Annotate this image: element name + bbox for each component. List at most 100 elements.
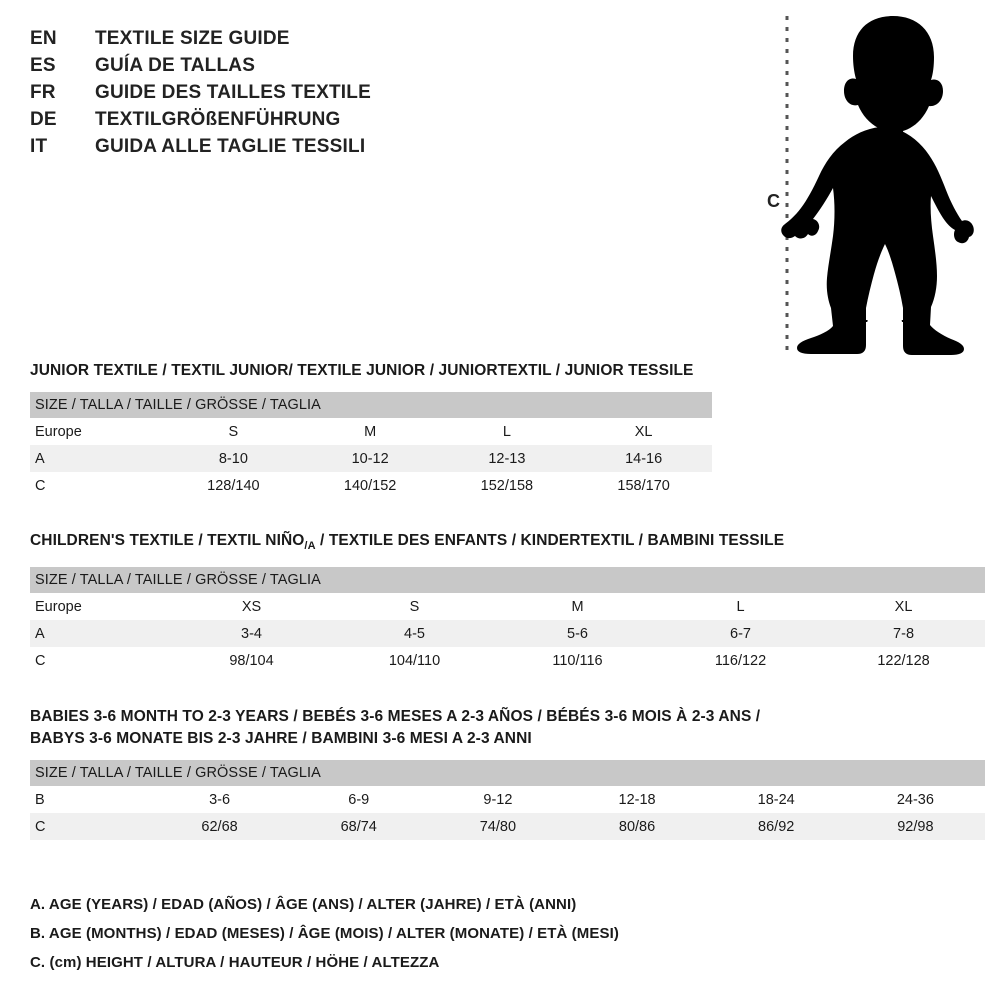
table-cell: 3-4 <box>170 620 333 647</box>
table-cell: 116/122 <box>659 647 822 674</box>
language-title: GUÍA DE TALLAS <box>95 55 256 76</box>
table-cell: 80/86 <box>567 813 707 840</box>
table-cell: 12-18 <box>567 786 707 813</box>
language-title: TEXTILE SIZE GUIDE <box>95 28 290 49</box>
table-cell: L <box>659 593 822 620</box>
table-cell: L <box>438 418 576 445</box>
babies-size-table: SIZE / TALLA / TAILLE / GRÖSSE / TAGLIA B… <box>30 760 985 840</box>
language-title: GUIDA ALLE TAGLIE TESSILI <box>95 136 366 157</box>
table-cell: 98/104 <box>170 647 333 674</box>
table-row: A 3-4 4-5 5-6 6-7 7-8 <box>30 620 986 647</box>
table-cell: 62/68 <box>150 813 290 840</box>
table-cell: 104/110 <box>333 647 496 674</box>
junior-table-body: SIZE / TALLA / TAILLE / GRÖSSE / TAGLIA E… <box>30 392 713 499</box>
children-row-label: C <box>30 647 170 674</box>
language-row-es: ES GUÍA DE TALLAS <box>30 55 450 82</box>
table-cell: M <box>301 418 439 445</box>
height-measure-label: C <box>767 191 780 211</box>
table-row: Europe S M L XL <box>30 418 713 445</box>
table-cell: S <box>333 593 496 620</box>
language-code: FR <box>30 82 56 103</box>
babies-row-label: C <box>30 813 150 840</box>
table-cell: XS <box>170 593 333 620</box>
table-cell: 8-10 <box>165 445 302 472</box>
section-babies-title-line2: BABYS 3-6 MONATE BIS 2-3 JAHRE / BAMBINI… <box>30 730 532 747</box>
language-code: ES <box>30 55 56 76</box>
junior-band-header-label: SIZE / TALLA / TAILLE / GRÖSSE / TAGLIA <box>30 392 713 418</box>
section-babies-title-line1: BABIES 3-6 MONTH TO 2-3 YEARS / BEBÉS 3-… <box>30 708 761 725</box>
section-children-title-pre: CHILDREN'S TEXTILE / TEXTIL NIÑO <box>30 532 305 549</box>
table-cell: 140/152 <box>301 472 439 499</box>
babies-row-label: B <box>30 786 150 813</box>
table-cell: 3-6 <box>150 786 290 813</box>
table-cell: 5-6 <box>496 620 659 647</box>
table-cell: 10-12 <box>301 445 439 472</box>
table-cell: 18-24 <box>706 786 846 813</box>
children-table-body: SIZE / TALLA / TAILLE / GRÖSSE / TAGLIA E… <box>30 567 986 674</box>
section-children-title-post: / TEXTILE DES ENFANTS / KINDERTEXTIL / B… <box>315 532 785 549</box>
table-cell: XL <box>822 593 986 620</box>
table-cell: 122/128 <box>822 647 986 674</box>
junior-row-label: Europe <box>30 418 165 445</box>
table-cell: 12-13 <box>438 445 576 472</box>
section-children-title: CHILDREN'S TEXTILE / TEXTIL NIÑO/A / TEX… <box>30 530 985 557</box>
language-title: GUIDE DES TAILLES TEXTILE <box>95 82 371 103</box>
children-row-label: A <box>30 620 170 647</box>
table-cell: 68/74 <box>289 813 429 840</box>
section-junior-textile: JUNIOR TEXTILE / TEXTIL JUNIOR/ TEXTILE … <box>30 360 713 499</box>
language-code: DE <box>30 109 57 130</box>
legend-line: A. AGE (YEARS) / EDAD (AÑOS) / ÂGE (ANS)… <box>30 896 577 913</box>
babies-band-header-label: SIZE / TALLA / TAILLE / GRÖSSE / TAGLIA <box>30 760 985 786</box>
table-row: Europe XS S M L XL <box>30 593 986 620</box>
table-cell: 9-12 <box>428 786 568 813</box>
babies-band-header-row: SIZE / TALLA / TAILLE / GRÖSSE / TAGLIA <box>30 760 985 786</box>
junior-size-table: SIZE / TALLA / TAILLE / GRÖSSE / TAGLIA E… <box>30 392 713 499</box>
junior-band-header-row: SIZE / TALLA / TAILLE / GRÖSSE / TAGLIA <box>30 392 713 418</box>
junior-row-label: A <box>30 445 165 472</box>
table-cell: 110/116 <box>496 647 659 674</box>
children-band-header-row: SIZE / TALLA / TAILLE / GRÖSSE / TAGLIA <box>30 567 986 593</box>
legend-block: A. AGE (YEARS) / EDAD (AÑOS) / ÂGE (ANS)… <box>30 890 730 977</box>
table-cell: 158/170 <box>575 472 713 499</box>
table-cell: 152/158 <box>438 472 576 499</box>
language-header-block: EN TEXTILE SIZE GUIDE ES GUÍA DE TALLAS FR GU… <box>30 28 450 163</box>
toddler-silhouette-svg <box>781 16 974 355</box>
table-cell: 14-16 <box>575 445 713 472</box>
table-cell: 7-8 <box>822 620 986 647</box>
language-title: TEXTILGRÖßENFÜHRUNG <box>95 109 341 130</box>
table-cell: 74/80 <box>428 813 568 840</box>
table-cell: 86/92 <box>706 813 846 840</box>
table-cell: M <box>496 593 659 620</box>
children-size-table: SIZE / TALLA / TAILLE / GRÖSSE / TAGLIA E… <box>30 567 986 674</box>
table-row: C 98/104 104/110 110/116 116/122 122/128 <box>30 647 986 674</box>
language-row-it: IT GUIDA ALLE TAGLIE TESSILI <box>30 136 450 163</box>
legend-line: B. AGE (MONTHS) / EDAD (MESES) / ÂGE (MO… <box>30 925 619 942</box>
language-row-fr: FR GUIDE DES TAILLES TEXTILE <box>30 82 450 109</box>
height-figure: C <box>745 8 990 358</box>
toddler-silhouette-shape <box>781 16 974 355</box>
table-cell: 6-9 <box>289 786 429 813</box>
table-cell: 92/98 <box>845 813 985 840</box>
language-code: IT <box>30 136 48 157</box>
junior-row-label: C <box>30 472 165 499</box>
table-cell: 4-5 <box>333 620 496 647</box>
children-band-header-label: SIZE / TALLA / TAILLE / GRÖSSE / TAGLIA <box>30 567 986 593</box>
table-row: B 3-6 6-9 9-12 12-18 18-24 24-36 <box>30 786 985 813</box>
table-row: C 128/140 140/152 152/158 158/170 <box>30 472 713 499</box>
table-row: A 8-10 10-12 12-13 14-16 <box>30 445 713 472</box>
table-cell: 128/140 <box>165 472 302 499</box>
section-junior-title: JUNIOR TEXTILE / TEXTIL JUNIOR/ TEXTILE … <box>30 362 694 379</box>
table-cell: 6-7 <box>659 620 822 647</box>
babies-table-body: SIZE / TALLA / TAILLE / GRÖSSE / TAGLIA B… <box>30 760 985 840</box>
table-cell: S <box>165 418 302 445</box>
table-row: C 62/68 68/74 74/80 80/86 86/92 92/98 <box>30 813 985 840</box>
language-row-de: DE TEXTILGRÖßENFÜHRUNG <box>30 109 450 136</box>
table-cell: 24-36 <box>845 786 985 813</box>
legend-line: C. (cm) HEIGHT / ALTURA / HAUTEUR / HÖHE… <box>30 954 440 971</box>
language-code: EN <box>30 28 57 49</box>
table-cell: XL <box>575 418 713 445</box>
section-children-title-sub: /A <box>304 540 316 552</box>
language-row-en: EN TEXTILE SIZE GUIDE <box>30 28 450 55</box>
section-babies-textile: BABIES 3-6 MONTH TO 2-3 YEARS / BEBÉS 3-… <box>30 706 985 840</box>
section-children-textile: CHILDREN'S TEXTILE / TEXTIL NIÑO/A / TEX… <box>30 530 986 674</box>
